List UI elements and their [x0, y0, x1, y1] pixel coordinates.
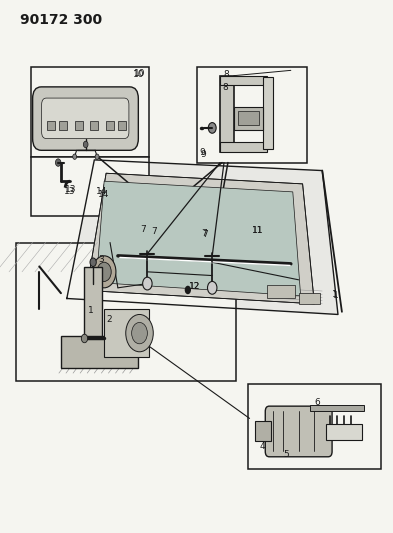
Text: 11: 11: [252, 226, 263, 235]
Bar: [84, 266, 102, 341]
Circle shape: [143, 277, 152, 290]
Polygon shape: [96, 181, 301, 296]
Bar: [104, 309, 149, 357]
Text: 8: 8: [223, 70, 229, 79]
Bar: [59, 121, 67, 130]
Circle shape: [126, 314, 153, 352]
Circle shape: [208, 281, 217, 294]
Bar: [196, 67, 307, 163]
Text: 3: 3: [98, 255, 104, 264]
Bar: [238, 111, 259, 125]
Bar: [326, 424, 362, 440]
Bar: [118, 121, 126, 130]
FancyBboxPatch shape: [265, 406, 332, 457]
Polygon shape: [67, 160, 338, 314]
Circle shape: [97, 262, 111, 281]
Bar: [47, 121, 55, 130]
Circle shape: [208, 123, 216, 133]
Text: 5: 5: [283, 450, 289, 458]
Text: 12: 12: [189, 282, 200, 291]
Text: 10: 10: [133, 70, 144, 79]
Text: 13: 13: [65, 185, 76, 193]
Text: 4: 4: [259, 442, 265, 450]
Text: 90172 300: 90172 300: [20, 13, 102, 27]
Text: 9: 9: [200, 149, 206, 157]
Circle shape: [185, 286, 191, 294]
Circle shape: [95, 154, 99, 159]
Text: 8: 8: [222, 84, 228, 92]
Bar: [310, 405, 364, 411]
Circle shape: [90, 258, 96, 266]
Bar: [220, 76, 267, 85]
Text: 1: 1: [88, 306, 94, 314]
Circle shape: [92, 256, 116, 288]
Bar: [263, 77, 273, 149]
Bar: [106, 121, 114, 130]
Text: 14: 14: [97, 190, 109, 199]
Text: 1: 1: [333, 292, 339, 300]
Text: 11: 11: [252, 227, 263, 235]
Text: 7: 7: [202, 230, 208, 239]
FancyBboxPatch shape: [42, 98, 129, 139]
FancyBboxPatch shape: [33, 87, 138, 150]
Bar: [16, 243, 236, 381]
Text: 10: 10: [134, 69, 145, 77]
Bar: [220, 142, 267, 152]
Bar: [61, 336, 138, 368]
Bar: [220, 76, 234, 152]
Circle shape: [55, 159, 61, 166]
Text: 14: 14: [96, 187, 108, 196]
Bar: [299, 293, 320, 304]
Bar: [255, 421, 271, 441]
Text: 9: 9: [200, 150, 206, 159]
Circle shape: [132, 322, 147, 344]
Circle shape: [83, 141, 88, 148]
Text: 13: 13: [64, 187, 75, 196]
Bar: [248, 384, 381, 469]
Bar: [90, 121, 98, 130]
Circle shape: [73, 154, 77, 159]
Bar: [267, 285, 295, 298]
Bar: [75, 121, 83, 130]
Circle shape: [81, 334, 88, 343]
Text: 7: 7: [151, 228, 157, 236]
Bar: [31, 157, 149, 216]
Text: 12: 12: [189, 282, 201, 291]
Text: 7: 7: [202, 229, 208, 238]
Text: 6: 6: [314, 398, 320, 407]
Text: 1: 1: [332, 290, 338, 299]
Text: 7: 7: [141, 225, 147, 233]
Text: 2: 2: [106, 316, 112, 324]
Bar: [31, 67, 149, 157]
Polygon shape: [86, 173, 314, 304]
Bar: [234, 107, 263, 130]
